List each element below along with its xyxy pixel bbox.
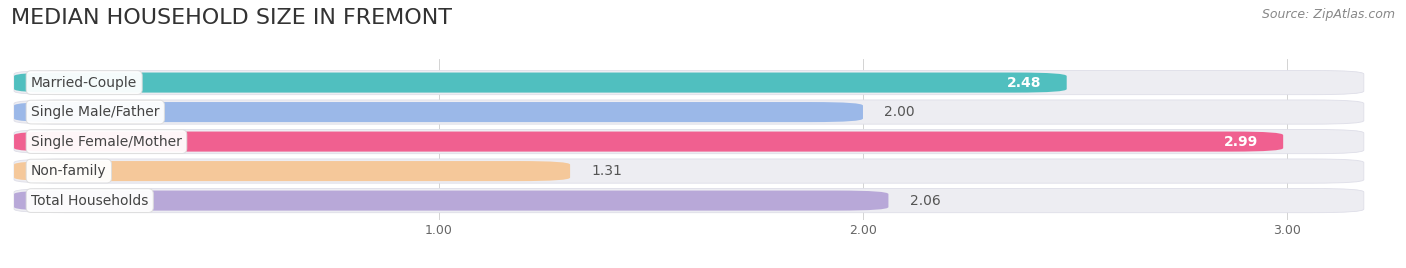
Text: 1.31: 1.31 [592, 164, 623, 178]
FancyBboxPatch shape [14, 100, 1364, 124]
Text: Non-family: Non-family [31, 164, 107, 178]
FancyBboxPatch shape [14, 129, 1364, 154]
Text: Source: ZipAtlas.com: Source: ZipAtlas.com [1261, 8, 1395, 21]
Text: Single Female/Mother: Single Female/Mother [31, 135, 181, 148]
Text: Married-Couple: Married-Couple [31, 76, 138, 90]
Text: MEDIAN HOUSEHOLD SIZE IN FREMONT: MEDIAN HOUSEHOLD SIZE IN FREMONT [11, 8, 453, 28]
FancyBboxPatch shape [14, 70, 1364, 95]
FancyBboxPatch shape [14, 191, 889, 211]
Text: Total Households: Total Households [31, 193, 149, 208]
FancyBboxPatch shape [14, 161, 569, 181]
FancyBboxPatch shape [14, 159, 1364, 183]
FancyBboxPatch shape [14, 132, 1284, 152]
Text: 2.99: 2.99 [1223, 135, 1258, 148]
FancyBboxPatch shape [14, 188, 1364, 213]
Text: 2.00: 2.00 [884, 105, 915, 119]
FancyBboxPatch shape [14, 73, 1067, 93]
Text: 2.06: 2.06 [910, 193, 941, 208]
FancyBboxPatch shape [14, 102, 863, 122]
Text: Single Male/Father: Single Male/Father [31, 105, 159, 119]
Text: 2.48: 2.48 [1007, 76, 1042, 90]
